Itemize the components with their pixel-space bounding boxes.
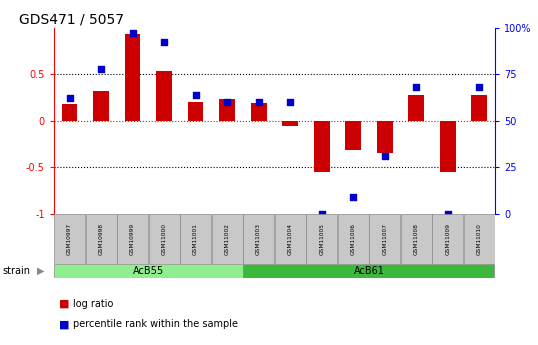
Bar: [148, 214, 180, 264]
Bar: [464, 214, 494, 264]
Point: [65, 96, 74, 101]
Bar: [180, 214, 211, 264]
Bar: [369, 214, 400, 264]
Text: GSM11007: GSM11007: [382, 223, 387, 255]
Point: [192, 92, 200, 97]
Bar: [243, 264, 494, 278]
Text: ▶: ▶: [37, 266, 44, 276]
Bar: [62, 104, 77, 121]
Bar: [338, 214, 369, 264]
Text: GSM10998: GSM10998: [98, 223, 104, 255]
Point: [475, 85, 484, 90]
Point: [286, 99, 294, 105]
Point: [380, 153, 389, 159]
Text: GSM10997: GSM10997: [67, 223, 72, 255]
Point: [317, 211, 326, 216]
Bar: [54, 214, 85, 264]
Point: [412, 85, 421, 90]
Text: ■: ■: [59, 299, 70, 308]
Text: GSM11009: GSM11009: [445, 223, 450, 255]
Bar: [440, 121, 456, 172]
Bar: [125, 34, 140, 121]
Bar: [86, 214, 117, 264]
Text: GSM11010: GSM11010: [477, 223, 482, 255]
Bar: [220, 99, 235, 121]
Bar: [471, 95, 487, 121]
Point: [254, 99, 263, 105]
Text: GSM11001: GSM11001: [193, 223, 198, 255]
Text: GDS471 / 5057: GDS471 / 5057: [18, 12, 124, 27]
Point: [128, 30, 137, 36]
Text: AcB61: AcB61: [353, 266, 384, 276]
Text: GSM11004: GSM11004: [288, 223, 293, 255]
Bar: [377, 121, 393, 153]
Text: percentile rank within the sample: percentile rank within the sample: [73, 319, 238, 329]
Point: [443, 211, 452, 216]
Text: log ratio: log ratio: [73, 299, 113, 308]
Bar: [54, 264, 243, 278]
Text: GSM11002: GSM11002: [224, 223, 230, 255]
Point: [160, 40, 168, 45]
Bar: [306, 214, 337, 264]
Text: GSM11005: GSM11005: [319, 223, 324, 255]
Bar: [345, 121, 361, 150]
Bar: [251, 103, 266, 121]
Text: GSM11008: GSM11008: [414, 223, 419, 255]
Text: ■: ■: [59, 319, 70, 329]
Bar: [408, 95, 424, 121]
Text: GSM11003: GSM11003: [256, 223, 261, 255]
Bar: [156, 71, 172, 121]
Bar: [401, 214, 431, 264]
Bar: [211, 214, 243, 264]
Bar: [93, 91, 109, 121]
Text: AcB55: AcB55: [133, 266, 164, 276]
Bar: [243, 214, 274, 264]
Text: GSM11000: GSM11000: [161, 223, 167, 255]
Bar: [188, 102, 203, 121]
Bar: [432, 214, 463, 264]
Bar: [275, 214, 306, 264]
Point: [223, 99, 231, 105]
Point: [349, 194, 357, 200]
Text: GSM10999: GSM10999: [130, 223, 135, 255]
Text: GSM11006: GSM11006: [351, 223, 356, 255]
Bar: [282, 121, 298, 126]
Text: strain: strain: [3, 266, 31, 276]
Bar: [117, 214, 148, 264]
Point: [97, 66, 105, 71]
Bar: [314, 121, 329, 172]
